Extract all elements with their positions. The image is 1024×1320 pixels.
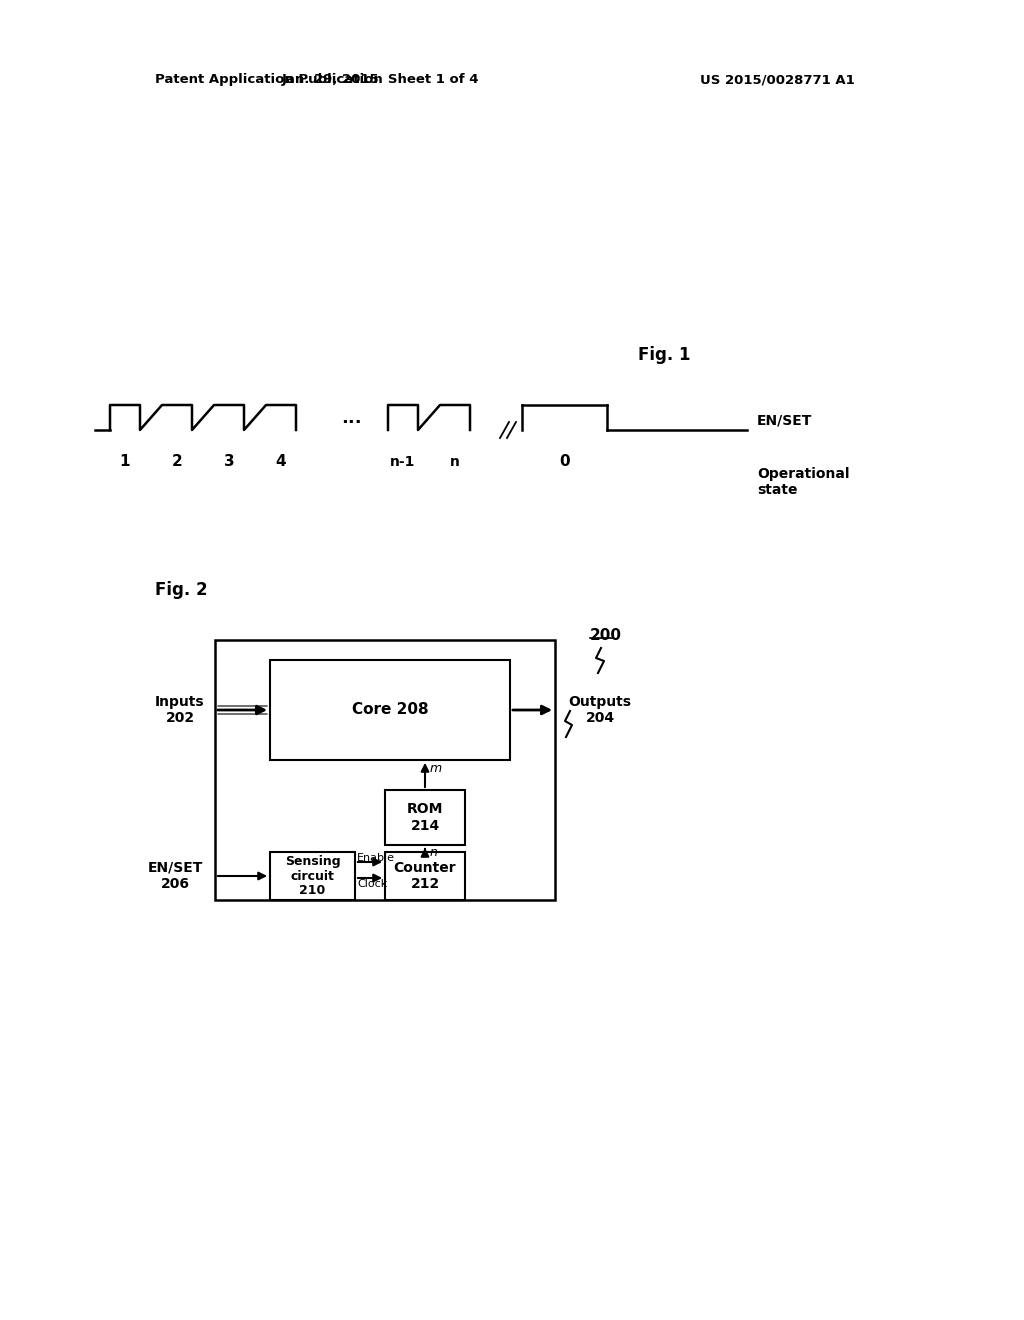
Text: n: n xyxy=(430,846,438,859)
Bar xyxy=(215,640,555,900)
Bar xyxy=(385,789,465,845)
Text: 200: 200 xyxy=(590,627,622,643)
Text: n: n xyxy=(451,455,460,469)
Text: Operational
state: Operational state xyxy=(757,467,850,498)
Text: ...: ... xyxy=(341,409,361,426)
Text: m: m xyxy=(430,762,442,775)
Text: EN/SET
206: EN/SET 206 xyxy=(147,861,203,891)
Bar xyxy=(270,851,355,900)
Text: ROM
214: ROM 214 xyxy=(407,803,443,833)
Text: Fig. 1: Fig. 1 xyxy=(638,346,690,364)
Text: Patent Application Publication: Patent Application Publication xyxy=(155,74,383,87)
Text: Enable: Enable xyxy=(357,853,395,863)
Bar xyxy=(270,660,510,760)
Bar xyxy=(385,851,465,900)
Text: Fig. 2: Fig. 2 xyxy=(155,581,208,599)
Text: 1: 1 xyxy=(120,454,130,470)
Text: Inputs
202: Inputs 202 xyxy=(156,694,205,725)
Text: Counter
212: Counter 212 xyxy=(393,861,457,891)
Text: Sensing
circuit
210: Sensing circuit 210 xyxy=(285,854,340,898)
Text: 4: 4 xyxy=(275,454,287,470)
Text: Outputs
204: Outputs 204 xyxy=(568,694,632,725)
Text: 0: 0 xyxy=(559,454,569,470)
Text: US 2015/0028771 A1: US 2015/0028771 A1 xyxy=(700,74,855,87)
Text: 2: 2 xyxy=(172,454,182,470)
Text: 3: 3 xyxy=(223,454,234,470)
Text: Jan. 29, 2015  Sheet 1 of 4: Jan. 29, 2015 Sheet 1 of 4 xyxy=(282,74,479,87)
Text: n-1: n-1 xyxy=(390,455,416,469)
Text: EN/SET: EN/SET xyxy=(757,413,812,426)
Text: Core 208: Core 208 xyxy=(351,702,428,718)
Text: Clock: Clock xyxy=(357,879,387,888)
